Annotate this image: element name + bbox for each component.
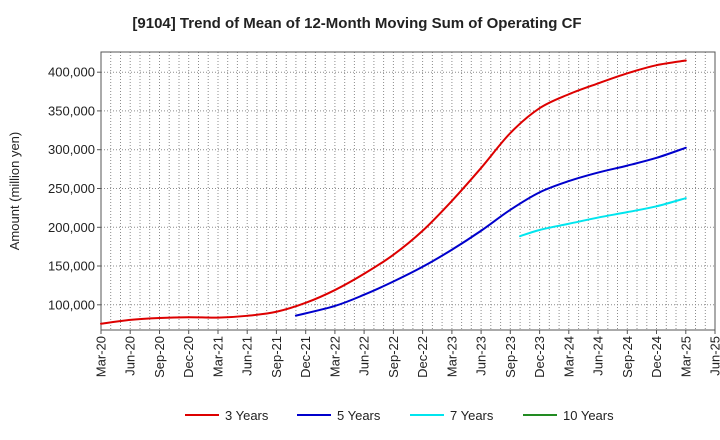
x-tick-label: Jun-20 bbox=[123, 336, 138, 376]
legend-label-10-years: 10 Years bbox=[563, 408, 614, 423]
x-tick-label: Jun-22 bbox=[357, 336, 372, 376]
x-tick-label: Sep-21 bbox=[269, 336, 284, 378]
x-tick-label: Mar-20 bbox=[94, 336, 109, 377]
x-tick-label: Mar-25 bbox=[678, 336, 693, 377]
x-tick-label: Jun-23 bbox=[474, 336, 489, 376]
x-tick-label: Dec-22 bbox=[415, 336, 430, 378]
y-tick-label: 200,000 bbox=[48, 220, 95, 235]
series-line-3-years bbox=[100, 59, 687, 325]
y-tick-label: 350,000 bbox=[48, 103, 95, 118]
y-tick-label: 250,000 bbox=[48, 181, 95, 196]
x-tick-label: Sep-20 bbox=[152, 336, 167, 378]
legend-item-10-years: 10 Years bbox=[523, 408, 614, 423]
x-tick-label: Dec-21 bbox=[298, 336, 313, 378]
x-tick-label: Sep-22 bbox=[386, 336, 401, 378]
y-axis-label: Amount (million yen) bbox=[7, 132, 22, 251]
legend-label-5-years: 5 Years bbox=[337, 408, 381, 423]
x-tick-label: Dec-20 bbox=[181, 336, 196, 378]
plot-area-frame bbox=[100, 51, 716, 331]
x-tick-label: Mar-23 bbox=[444, 336, 459, 377]
legend: 3 Years 5 Years 7 Years 10 Years bbox=[185, 408, 614, 423]
x-tick-label: Dec-24 bbox=[649, 336, 664, 378]
legend-item-5-years: 5 Years bbox=[297, 408, 381, 423]
y-tick-label: 400,000 bbox=[48, 65, 95, 80]
legend-item-3-years: 3 Years bbox=[185, 408, 269, 423]
y-tick-label: 300,000 bbox=[48, 142, 95, 157]
x-tick-label: Jun-25 bbox=[708, 336, 720, 376]
y-tick-label: 150,000 bbox=[48, 259, 95, 274]
x-tick-label: Jun-21 bbox=[240, 336, 255, 376]
x-axis: Mar-20 Jun-20 Sep-20 Dec-20 Mar-21 Jun-21 Sep-… bbox=[94, 330, 720, 378]
x-tick-label: Mar-21 bbox=[211, 336, 226, 377]
x-tick-label: Jun-24 bbox=[591, 336, 606, 376]
legend-label-7-years: 7 Years bbox=[450, 408, 494, 423]
x-tick-label: Dec-23 bbox=[532, 336, 547, 378]
y-tick-label: 100,000 bbox=[48, 297, 95, 312]
legend-item-7-years: 7 Years bbox=[410, 408, 494, 423]
chart-title: [9104] Trend of Mean of 12-Month Moving … bbox=[132, 15, 581, 32]
x-tick-label: Mar-24 bbox=[561, 336, 576, 377]
legend-label-3-years: 3 Years bbox=[225, 408, 269, 423]
series-lines bbox=[100, 59, 687, 325]
series-line-7-years bbox=[519, 197, 687, 238]
x-tick-label: Sep-24 bbox=[620, 336, 635, 378]
series-line-5-years bbox=[294, 146, 687, 317]
y-axis: 100,000 150,000 200,000 250,000 300,000 350,0… bbox=[48, 65, 101, 312]
x-tick-label: Sep-23 bbox=[503, 336, 518, 378]
x-tick-label: Mar-22 bbox=[327, 336, 342, 377]
grid bbox=[101, 52, 715, 330]
